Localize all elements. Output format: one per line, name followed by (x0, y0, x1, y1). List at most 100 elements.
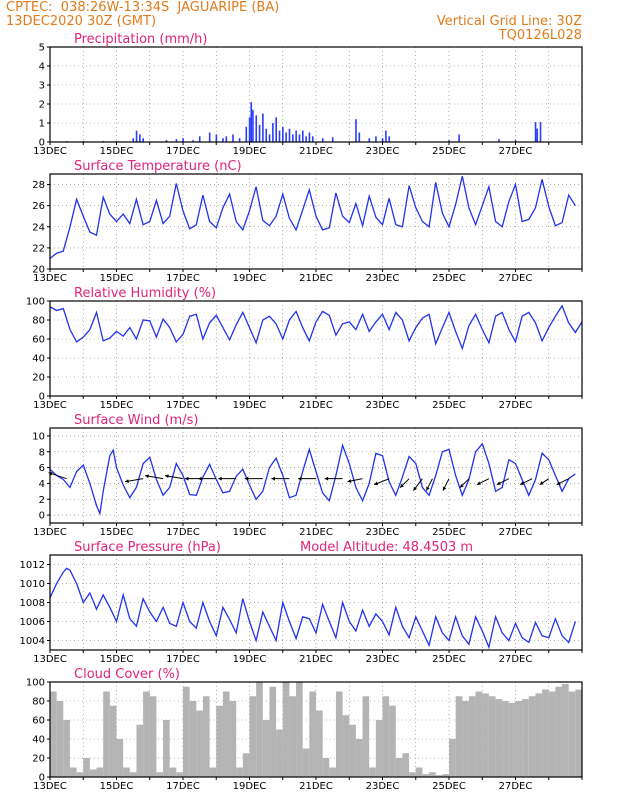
precip-bar (175, 139, 178, 142)
x-tick-label: 13DEC (33, 400, 67, 411)
y-tick-label: 4 (39, 479, 45, 490)
cloud-bar (522, 699, 529, 777)
cloud-bar (369, 767, 376, 777)
x-tick-label: 15DEC (100, 273, 134, 284)
y-tick-label: 1008 (20, 598, 45, 609)
precip-bar (198, 136, 201, 142)
x-tick-label: 23DEC (366, 654, 400, 665)
precip-bar (536, 128, 539, 142)
x-tick-label: 27DEC (499, 781, 533, 792)
precip-bar (385, 130, 387, 142)
grid (50, 555, 582, 650)
wind-arrowhead (145, 474, 149, 479)
precip-bar (539, 122, 542, 142)
y-tick-label: 20 (32, 265, 45, 276)
precip-bar (534, 122, 537, 142)
y-tick-label: 40 (32, 354, 45, 365)
y-tick-label: 0 (39, 392, 45, 403)
x-tick-label: 13DEC (33, 273, 67, 284)
x-tick-label: 21DEC (299, 400, 333, 411)
precip-bar (258, 124, 261, 142)
cloud-bar (502, 701, 509, 777)
y-tick-label: 2 (39, 495, 45, 506)
precip-bar (262, 113, 264, 142)
panel-title: Surface Temperature (nC) (74, 159, 242, 174)
y-tick-label: 4 (39, 62, 45, 73)
x-tick-label: 21DEC (299, 527, 333, 538)
wind-arrowhead (271, 476, 275, 481)
precip-bar (232, 134, 234, 142)
cloud-bar (216, 705, 223, 777)
cloud-bar (249, 696, 257, 777)
x-tick-label: 19DEC (233, 654, 267, 665)
precip-bar (139, 134, 141, 142)
precip-bar (305, 136, 307, 142)
precip-bar (208, 132, 211, 142)
precip-bar (311, 136, 314, 142)
cloud-bar (50, 691, 57, 777)
precip-bar (381, 138, 384, 142)
series-line (50, 567, 577, 650)
wind-arrowhead (520, 481, 525, 485)
cloud-bar (528, 696, 536, 777)
precip-bar (288, 128, 291, 142)
cloud-bar (349, 724, 356, 777)
x-tick-label: 23DEC (366, 273, 400, 284)
y-tick-label: 100 (26, 678, 45, 689)
cloud-bar (302, 748, 310, 777)
panel-0: 0 1 2 3 4 5 13DEC 15DEC 17DEC 19DEC 21DEC 23DEC 25DE… (33, 32, 583, 157)
wind-arrowhead (556, 481, 561, 485)
x-tick-label: 21DEC (299, 273, 333, 284)
cloud-bar (309, 691, 316, 777)
header-date: 13DEC2020 30Z (GMT) (6, 14, 157, 29)
cloud-bar (169, 767, 177, 777)
precip-bar (358, 132, 361, 142)
cloud-bar (69, 767, 77, 777)
cloud-bar (189, 701, 197, 777)
wind-arrowhead (184, 476, 189, 481)
cloud-bar (442, 774, 449, 777)
cloud-bar (163, 720, 170, 777)
y-tick-label: 40 (32, 735, 45, 746)
cloud-bar (508, 702, 516, 777)
y-tick-label: 24 (32, 222, 45, 233)
cloud-bar (149, 696, 157, 777)
cloud-bar (382, 696, 390, 777)
precip-bar (308, 132, 311, 142)
x-tick-label: 15DEC (100, 654, 134, 665)
panel-4: 1004 1006 1008 1010 1012 13DEC 15DEC 17DEC 19DEC… (20, 540, 583, 665)
cloud-bar (322, 758, 330, 777)
cloud-bar (116, 739, 124, 777)
precip-bar (252, 109, 254, 142)
cloud-bar (455, 696, 463, 777)
wind-arrowhead (442, 486, 447, 491)
cloud-bar (262, 720, 270, 777)
x-tick-label: 17DEC (166, 527, 200, 538)
header-location: CPTEC: 038:26W-13:34S JAGUARIPE (BA) (6, 0, 280, 15)
x-tick-label: 27DEC (499, 527, 533, 538)
precip-bar (275, 117, 277, 142)
y-tick-label: 10 (32, 431, 45, 442)
cloud-bar (276, 729, 283, 777)
cloud-bar (329, 767, 336, 777)
panel-title: Surface Wind (m/s) (74, 413, 198, 428)
x-tick-label: 13DEC (33, 146, 67, 157)
x-tick-label: 13DEC (33, 781, 67, 792)
series-line (50, 304, 582, 351)
precip-bar (265, 128, 268, 142)
panel-title: Relative Humidity (%) (74, 286, 216, 301)
cloud-bar (542, 689, 549, 777)
cloud-bar (449, 739, 456, 777)
cloud-bar (196, 710, 203, 777)
precip-bar (182, 138, 184, 142)
precip-bar (272, 123, 274, 142)
precip-bar (255, 115, 258, 142)
cloud-bar (202, 696, 210, 777)
precip-bar (285, 132, 287, 142)
x-tick-label: 17DEC (166, 400, 200, 411)
x-tick-label: 25DEC (432, 654, 466, 665)
y-tick-label: 28 (32, 180, 45, 191)
y-tick-label: 1004 (20, 636, 45, 647)
y-tick-label: 22 (32, 243, 45, 254)
cloud-bar (222, 691, 230, 777)
